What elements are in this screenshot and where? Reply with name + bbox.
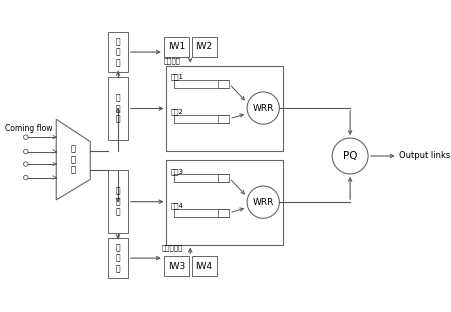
Text: WRR: WRR [253,104,274,113]
Bar [108,32,128,72]
Bar [192,256,216,276]
Bar [218,115,229,123]
Text: 队列3: 队列3 [171,168,184,174]
Circle shape [23,135,28,139]
Bar [166,66,283,151]
Text: 测
量
器: 测 量 器 [116,187,120,217]
Text: 测
量
器: 测 量 器 [116,94,120,124]
Text: WRR: WRR [253,197,274,207]
Text: 实时业务: 实时业务 [164,58,181,64]
Text: IW2: IW2 [196,42,213,51]
Bar [218,209,229,217]
Bar [166,159,283,245]
Text: IW1: IW1 [168,42,185,51]
Circle shape [23,149,28,154]
Polygon shape [56,119,90,200]
Text: IW3: IW3 [168,262,185,271]
Text: 非实时业务: 非实时业务 [162,244,183,251]
Text: Coming flow: Coming flow [5,124,53,133]
Text: Output links: Output links [400,152,451,160]
Text: 分
类
器: 分 类 器 [71,145,76,174]
Circle shape [247,92,279,124]
Text: IW4: IW4 [196,262,213,271]
Bar [164,256,189,276]
Bar [218,174,229,182]
Text: 队列2: 队列2 [171,109,184,115]
Text: 队列1: 队列1 [171,74,184,80]
Bar [218,80,229,88]
Bar [108,170,128,233]
Circle shape [247,186,279,218]
Bar [108,238,128,278]
Bar [108,77,128,140]
Circle shape [332,138,368,174]
Text: 判
决
器: 判 决 器 [116,243,120,273]
Text: 队列4: 队列4 [171,203,184,209]
Bar [164,37,189,56]
Circle shape [23,162,28,166]
Text: PQ: PQ [343,151,357,161]
Text: 判
决
器: 判 决 器 [116,37,120,67]
Bar [192,37,216,56]
Circle shape [23,175,28,180]
